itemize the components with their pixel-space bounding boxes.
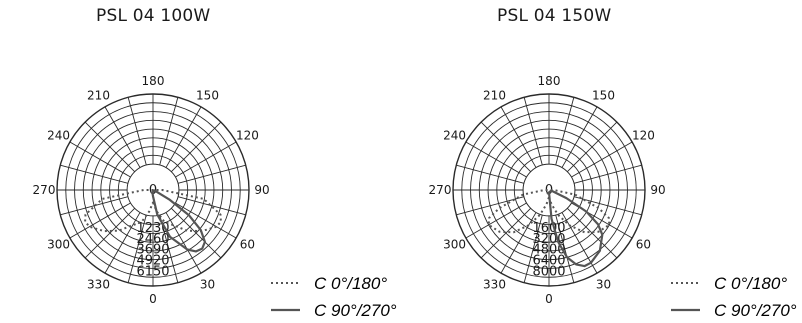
polar-spoke — [104, 106, 141, 168]
radial-tick-label: 4800 — [532, 243, 565, 258]
angle-tick-label: 300 — [443, 238, 466, 252]
polar-spoke — [175, 202, 237, 239]
chart-title-150w: PSL 04 150W — [497, 6, 612, 26]
polar-spoke — [480, 208, 531, 259]
polar-spoke — [177, 164, 246, 184]
polar-spoke — [84, 121, 135, 172]
radial-tick-label: 2460 — [136, 232, 169, 247]
polar-spoke — [127, 97, 147, 166]
polar-spoke — [175, 141, 237, 178]
angle-tick-label: 330 — [87, 277, 110, 291]
polar-spoke — [165, 212, 202, 274]
radial-tick-label: 1230 — [136, 221, 169, 236]
polar-spoke — [159, 214, 179, 283]
polar-spoke — [456, 164, 525, 184]
radial-tick-label: 3690 — [136, 243, 169, 258]
legend-dotted-label: C 0°/180° — [314, 274, 387, 293]
legend-100w: C 0°/180° C 90°/270° — [271, 274, 397, 320]
angle-tick-label: 300 — [47, 238, 70, 252]
polar-spoke — [127, 214, 147, 283]
angle-tick-label: 60 — [636, 238, 651, 252]
angle-tick-label: 240 — [443, 129, 466, 143]
angle-tick-label: 240 — [47, 129, 70, 143]
angle-tick-label: 270 — [429, 183, 452, 197]
legend-solid-label: C 90°/270° — [714, 301, 797, 320]
angle-tick-label: 120 — [632, 129, 655, 143]
polar-chart-150w: 0306090120150180210240270300330016003200… — [429, 74, 666, 306]
polar-spoke — [523, 214, 543, 283]
polar-spoke — [555, 97, 575, 166]
angle-tick-label: 330 — [483, 277, 506, 291]
polar-spoke — [573, 164, 642, 184]
polar-spoke — [171, 208, 222, 259]
polar-spoke — [571, 141, 633, 178]
polar-spoke — [60, 164, 129, 184]
polar-spoke — [69, 141, 131, 178]
angle-tick-label: 30 — [200, 277, 215, 291]
polar-spoke — [171, 121, 222, 172]
angle-tick-label: 90 — [650, 183, 665, 197]
radial-tick-label: 6400 — [532, 254, 565, 269]
angle-tick-label: 180 — [538, 74, 561, 88]
polar-spoke — [165, 106, 202, 168]
legend-150w: C 0°/180° C 90°/270° — [671, 274, 797, 320]
polar-spoke — [500, 212, 537, 274]
angle-tick-label: 60 — [240, 238, 255, 252]
angle-tick-label: 120 — [236, 129, 259, 143]
polar-spoke — [500, 106, 537, 168]
polar-spoke — [523, 97, 543, 166]
angle-tick-label: 90 — [254, 183, 269, 197]
radial-tick-label: 6150 — [136, 265, 169, 280]
polar-spoke — [567, 121, 618, 172]
curve-c90-270 — [546, 189, 604, 268]
curve-c0-180 — [84, 189, 222, 233]
polar-spoke — [465, 141, 527, 178]
legend-solid-label: C 90°/270° — [314, 301, 397, 320]
polar-spoke — [159, 97, 179, 166]
chart-title-100w: PSL 04 100W — [96, 6, 211, 26]
polar-spoke — [555, 214, 575, 283]
angle-tick-label: 30 — [596, 277, 611, 291]
legend-dotted-label: C 0°/180° — [714, 274, 787, 293]
angle-tick-label: 180 — [142, 74, 165, 88]
polar-spoke — [567, 208, 618, 259]
angle-tick-label: 210 — [483, 89, 506, 103]
polar-spoke — [104, 212, 141, 274]
polar-chart-100w: 0306090120150180210240270300330012302460… — [33, 74, 270, 306]
polar-spoke — [480, 121, 531, 172]
angle-tick-label: 270 — [33, 183, 56, 197]
polar-spoke — [60, 196, 129, 216]
angle-tick-label: 210 — [87, 89, 110, 103]
angle-tick-label: 150 — [196, 89, 219, 103]
angle-tick-label: 150 — [592, 89, 615, 103]
polar-spoke — [561, 106, 598, 168]
radial-tick-label: 8000 — [532, 265, 565, 280]
polar-spoke — [84, 208, 135, 259]
angle-tick-label: 0 — [149, 292, 157, 306]
polar-spoke — [69, 202, 131, 239]
radial-tick-label: 4920 — [136, 254, 169, 269]
polar-spoke — [177, 196, 246, 216]
radial-tick-label: 1600 — [532, 221, 565, 236]
radial-zero-label: 0 — [545, 183, 553, 198]
angle-tick-label: 0 — [545, 292, 553, 306]
curve-c90-270 — [150, 189, 206, 253]
polar-spoke — [465, 202, 527, 239]
